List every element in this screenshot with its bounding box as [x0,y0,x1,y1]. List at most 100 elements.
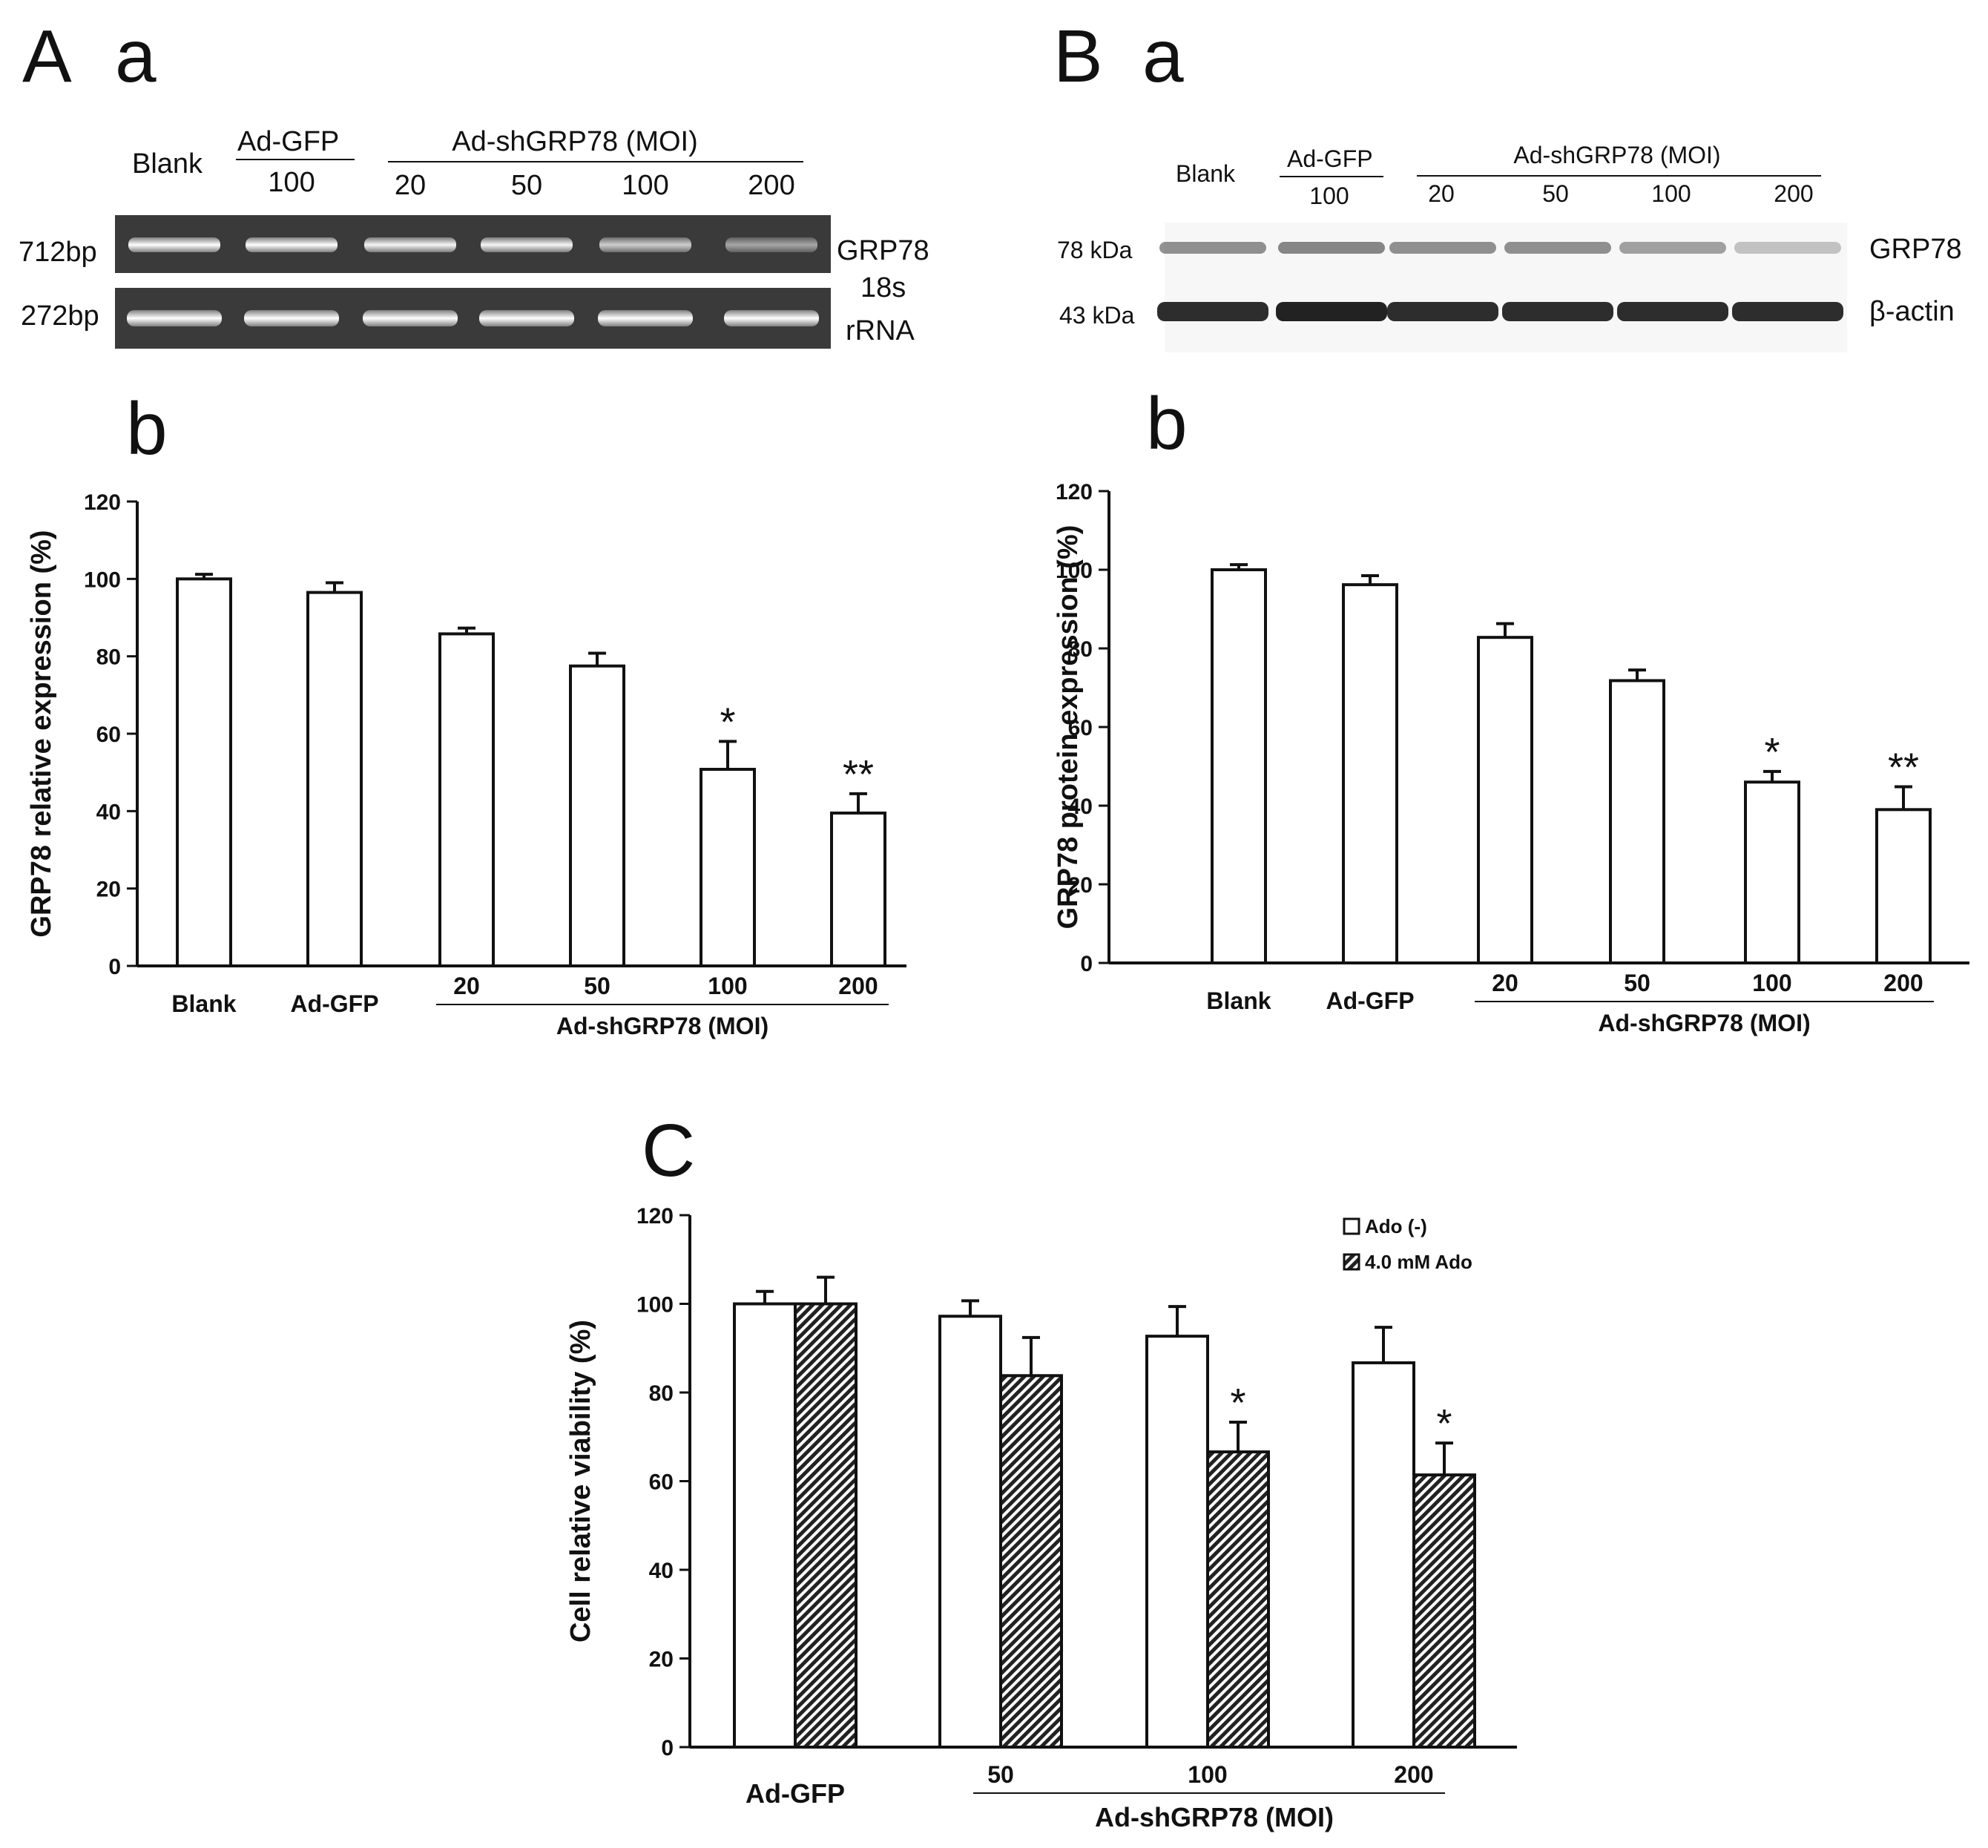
blot-band-grp78 [1734,242,1841,254]
gel-bands [127,237,819,326]
bar-ado-neg [1145,1335,1209,1749]
significance-marker: * [720,700,735,744]
bar [1875,808,1932,965]
y-tick-label: 60 [96,723,121,747]
bar [1744,780,1800,964]
y-tick-label: 80 [649,1381,674,1406]
x-category-label: Blank [1206,987,1271,1014]
y-axis-label: GRP78 relative expression (%) [26,530,57,937]
bar [569,664,625,967]
y-tick-label: 40 [96,800,121,824]
x-category-label: Ad-GFP [290,990,378,1017]
bar [306,591,363,967]
blot-band-actin [1617,302,1728,321]
gel-dose-100: 100 [622,170,668,201]
blot-bands [1157,242,1843,321]
legend-swatch-ado-4mm [1343,1253,1360,1271]
panel-sub-b-a: a [1142,15,1184,98]
legend: Ado (-) 4.0 mM Ado [1343,1215,1472,1273]
gel-dose-200: 200 [748,170,794,201]
gel-band-rrna [363,310,458,326]
gel-band-grp78 [599,237,691,252]
chart-c: 0 20 40 60 80 100 120 Cell relative viability (… [565,1204,1517,1832]
bar-ado-4mm [794,1302,858,1749]
x-category-label: Blank [171,990,236,1017]
blot-dose-20: 20 [1428,180,1455,207]
panel-sub-a-b: b [126,387,168,470]
y-tick-label: 0 [661,1736,674,1760]
x-category-label: 100 [1752,970,1791,996]
y-tick-label: 0 [1080,952,1093,976]
blot-band-grp78 [1389,242,1496,254]
gel-panel: Blank Ad-GFP 100 Ad-shGRP78 (MOI) 20 50 … [19,126,929,349]
chart-b-b: 0 20 40 60 80 100 120 GRP78 protein expression … [1053,480,1969,1036]
gel-row-rrna [115,288,831,349]
blot-band-grp78 [1619,242,1726,254]
panel-letter-b: B [1053,15,1103,98]
blot-label-blank: Blank [1176,160,1236,187]
bar [830,811,886,967]
blot-band-actin [1387,302,1498,321]
panel-letter-c: C [642,1109,695,1192]
x-category-label: 100 [708,973,747,999]
bar [1609,679,1665,965]
y-tick-label: 80 [96,645,121,670]
gel-name-rrna: rRNA [846,315,915,346]
panel-sub-b-b: b [1146,382,1188,465]
panel-sub-a-a: a [115,15,157,98]
y-tick-label: 20 [1068,873,1093,898]
blot-band-grp78 [1504,242,1611,254]
blot-band-grp78 [1278,242,1385,254]
gel-label-ad-gfp: Ad-GFP [237,126,339,157]
chart-a-b: 0 20 40 60 80 100 120 GRP78 relative expression… [26,490,906,1039]
bar [176,577,232,967]
x-category-label: 50 [1624,970,1650,996]
gel-name-grp78: GRP78 [837,235,929,266]
y-tick-label: 20 [96,878,121,902]
blot-size-43: 43 kDa [1059,302,1135,329]
blot-band-actin [1502,302,1613,321]
panel-letter-a: A [22,15,72,98]
y-tick-label: 0 [108,955,121,979]
gel-size-272: 272bp [21,300,99,332]
blot-band-grp78 [1159,242,1266,254]
y-tick-label: 60 [1068,716,1093,740]
y-tick-label: 100 [84,568,121,592]
y-axis-label: Cell relative viability (%) [565,1320,596,1643]
x-category-label: 50 [584,973,610,999]
legend-swatch-ado-neg [1343,1217,1360,1235]
y-tick-label: 120 [1056,480,1093,504]
gel-dose-50: 50 [511,170,542,201]
blot-size-78: 78 kDa [1057,237,1133,263]
gel-dose-20: 20 [395,170,426,201]
bar-ado-4mm [999,1374,1063,1749]
gel-label-ad-gfp-dose: 100 [268,167,315,198]
gel-label-blank: Blank [132,148,203,180]
bar [700,767,756,967]
blot-band-actin [1276,302,1387,321]
significance-marker: * [1230,1381,1245,1425]
bar [438,632,495,967]
x-category-label: 50 [987,1761,1014,1788]
gel-band-rrna [598,310,693,326]
blot-label-ad-gfp-dose: 100 [1309,183,1349,209]
significance-marker: ** [843,752,874,797]
gel-band-grp78 [246,237,338,252]
gel-band-rrna [127,310,222,326]
y-tick-label: 120 [84,490,121,515]
x-category-label: 20 [1492,970,1518,996]
gel-band-grp78 [128,237,220,252]
x-category-label: Ad-GFP [1326,987,1414,1014]
blot-name-actin: β-actin [1869,296,1955,327]
blot-name-grp78: GRP78 [1869,234,1962,265]
y-tick-label: 40 [1068,795,1093,819]
x-category-label: 20 [453,973,480,999]
blot-dose-50: 50 [1542,180,1569,207]
gel-band-grp78 [725,237,817,252]
y-axis-label: GRP78 protein expression (%) [1053,525,1084,930]
y-tick-label: 20 [649,1648,674,1672]
blot-panel: Blank Ad-GFP 100 Ad-shGRP78 (MOI) 20 50 … [1057,142,1962,352]
bar [1477,636,1533,964]
x-category-label: Ad-GFP [746,1778,845,1809]
